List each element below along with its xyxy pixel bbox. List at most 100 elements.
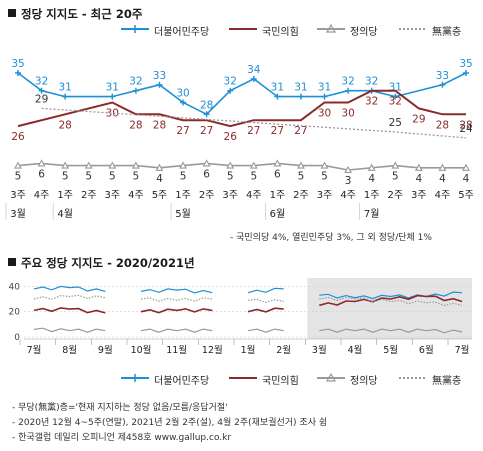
title-square-icon	[8, 258, 16, 266]
x-tick-label: 9월	[98, 344, 113, 356]
data-label: 5	[62, 171, 69, 183]
data-label: 35	[459, 58, 472, 70]
footnote-2: - 2020년 12월 4~5주(연말), 2021년 2월 2주(설), 4월…	[12, 418, 328, 428]
legend-swatch-icon	[317, 24, 345, 33]
x-tick-label: 4주	[340, 190, 356, 201]
x-tick-label: 8월	[62, 344, 77, 356]
data-point-justice	[226, 161, 235, 169]
month-label: 4월	[57, 208, 73, 220]
data-point-justice	[320, 161, 329, 169]
data-label: 30	[106, 108, 119, 120]
data-point-democratic	[439, 81, 446, 88]
x-tick-label: 5주	[152, 190, 168, 201]
legend-marker	[325, 24, 337, 33]
data-label: 3	[345, 175, 352, 187]
data-label: 5	[250, 171, 257, 183]
x-tick-label: 1주	[175, 190, 191, 201]
legend-label: 더불어민주당	[154, 27, 210, 38]
data-label: 34	[247, 64, 261, 76]
legend-swatch-icon	[229, 28, 257, 30]
x-tick-label: 7월	[27, 344, 42, 356]
data-point-democratic	[109, 93, 116, 100]
data-label: 4	[156, 173, 163, 185]
data-point-justice	[61, 161, 70, 169]
legend-label: 無黨층	[432, 27, 462, 38]
x-tick-label: 5주	[458, 190, 474, 201]
data-point-democratic	[250, 75, 257, 82]
data-label: 5	[321, 171, 328, 183]
footnote-1: - 무당(無黨)층='현재 지지하는 정당 없음/모름/응답거절'	[12, 403, 228, 413]
data-label: 5	[15, 171, 22, 183]
data-label: 5	[392, 171, 399, 183]
x-tick-label: 1주	[364, 190, 380, 201]
data-point-justice	[202, 159, 211, 167]
section2-title: 주요 정당 지지도 - 2020/2021년	[8, 255, 195, 271]
data-point-justice	[179, 161, 187, 169]
data-point-justice	[344, 165, 353, 174]
data-label: 6	[38, 168, 45, 180]
data-label: 32	[389, 96, 402, 108]
data-point-justice	[37, 159, 46, 167]
recent-period-shade	[307, 278, 472, 339]
legend-marker	[131, 25, 139, 33]
series2-line-2	[33, 327, 463, 334]
data-label: 32	[341, 76, 354, 88]
data-label: 28	[129, 119, 142, 131]
x-tick-label: 4주	[435, 190, 451, 201]
legend-swatch-icon	[229, 377, 257, 379]
data-label: 5	[85, 171, 92, 183]
data-label: 32	[35, 76, 48, 88]
data-label: 27	[294, 125, 307, 137]
month-label: 7월	[364, 208, 380, 220]
x-tick-label: 5월	[383, 344, 398, 356]
x-tick-label: 3주	[411, 190, 427, 201]
x-tick-label: 4주	[246, 190, 262, 201]
data-point-justice	[367, 163, 376, 171]
data-point-justice	[108, 161, 117, 169]
series2-line-0	[33, 285, 463, 300]
legend-top: 더불어민주당 국민의힘 정의당 無黨층	[120, 23, 480, 38]
data-label: 29	[35, 93, 48, 105]
data-point-justice	[249, 161, 258, 169]
x-tick-label: 6월	[419, 344, 434, 356]
series-line-nonparty	[41, 107, 467, 139]
legend-swatch-icon	[317, 373, 345, 382]
data-label: 32	[129, 76, 142, 88]
legend-label: 정의당	[350, 376, 378, 387]
minor-parties-note: - 국민의당 4%, 열린민주당 3%, 그 외 정당/단체 1%	[230, 233, 432, 243]
legend-label: 국민의힘	[262, 27, 299, 38]
x-tick-label: 4월	[348, 344, 363, 356]
legend-label: 더불어민주당	[154, 376, 210, 387]
data-label: 30	[176, 88, 189, 100]
x-tick-label: 2월	[276, 344, 291, 356]
x-tick-label: 4주	[34, 190, 50, 201]
data-label: 28	[436, 119, 449, 131]
data-point-democratic	[227, 87, 234, 94]
data-point-democratic	[156, 81, 163, 88]
series2-line-3	[33, 294, 463, 307]
data-label: 30	[318, 108, 331, 120]
data-label: 27	[200, 125, 213, 137]
data-label: 31	[294, 82, 307, 94]
data-point-democratic	[15, 70, 21, 76]
data-label: 5	[109, 171, 116, 183]
x-tick-label: 4주	[128, 190, 144, 201]
month-label: 3월	[10, 208, 26, 220]
legend-label: 정의당	[350, 27, 378, 38]
data-point-democratic	[463, 70, 469, 76]
series-line-2	[17, 162, 466, 171]
x-tick-label: 10월	[131, 344, 152, 356]
x-tick-label: 3주	[10, 190, 26, 201]
data-point-justice	[462, 163, 470, 171]
data-label: 28	[459, 119, 472, 131]
data-label: 4	[463, 173, 470, 185]
series2-line-1	[33, 294, 463, 314]
data-label: 4	[368, 173, 375, 185]
x-tick-label: 3주	[105, 190, 121, 201]
data-label: 28	[58, 119, 71, 131]
x-tick-label: 3월	[312, 344, 327, 356]
data-point-democratic	[38, 87, 45, 94]
data-label: 6	[203, 168, 210, 180]
